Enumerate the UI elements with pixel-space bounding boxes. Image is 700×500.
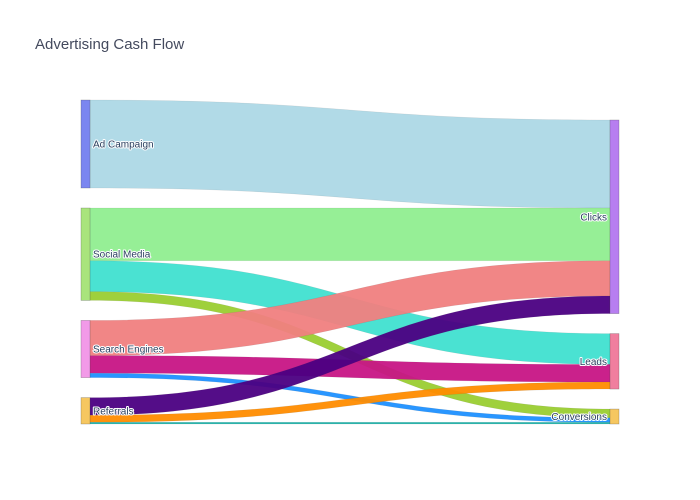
node-label-leads: Leads — [580, 357, 607, 368]
node-conversions[interactable] — [609, 408, 620, 425]
node-clicks[interactable] — [609, 119, 620, 314]
node-referrals[interactable] — [80, 397, 91, 425]
node-social[interactable] — [80, 207, 91, 301]
node-leads[interactable] — [609, 333, 620, 390]
links-layer — [89, 99, 611, 425]
node-search[interactable] — [80, 320, 91, 378]
node-ad[interactable] — [80, 99, 91, 189]
node-label-social: Social Media — [93, 250, 151, 261]
labels-layer: Ad Campaign Social Media Search Engines Ref… — [92, 139, 608, 425]
node-label-ad: Ad Campaign — [93, 140, 154, 151]
node-label-referrals: Referrals — [93, 406, 134, 417]
link-social-to-clicks[interactable] — [89, 207, 611, 262]
node-label-search: Search Engines — [93, 345, 164, 356]
link-ad-to-clicks[interactable] — [89, 99, 611, 209]
node-label-clicks: Clicks — [580, 212, 607, 223]
link-referrals-to-conversions[interactable] — [89, 421, 611, 425]
node-label-conversions: Conversions — [551, 412, 607, 423]
chart-title: Advertising Cash Flow — [35, 36, 185, 53]
nodes-layer — [80, 99, 620, 425]
